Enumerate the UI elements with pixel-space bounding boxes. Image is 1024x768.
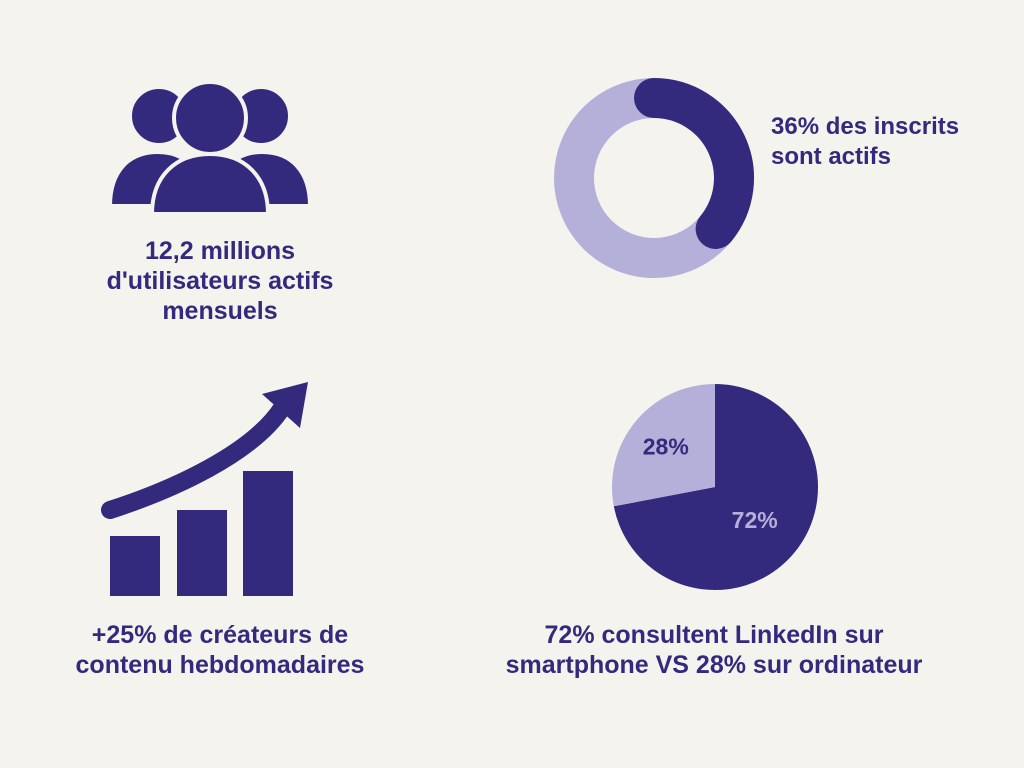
donut-caption-line: sont actifs xyxy=(771,143,892,170)
device-stat-line: smartphone VS 28% sur ordinateur xyxy=(505,651,923,679)
users-group-icon xyxy=(107,80,313,216)
growth-bar-chart-icon xyxy=(101,382,308,596)
growth-bar xyxy=(177,510,227,596)
active-users-caption: 36% des inscrits sont actifs xyxy=(771,112,1011,172)
growth-bar xyxy=(243,471,293,596)
pie-slice-label: 28% xyxy=(643,433,689,459)
users-stat-line: d'utilisateurs actifs xyxy=(106,267,334,295)
users-stat-line: mensuels xyxy=(162,297,278,325)
creators-stat-caption: +25% de créateurs de contenu hebdomadair… xyxy=(40,620,400,680)
users-stat-line: 12,2 millions xyxy=(144,237,296,265)
creators-stat-line: +25% de créateurs de xyxy=(91,621,349,649)
pie-slice xyxy=(612,384,715,507)
donut-caption-line: 36% des inscrits xyxy=(771,113,960,140)
pie-slice-label: 72% xyxy=(732,507,778,533)
donut-slice-actifs xyxy=(634,78,754,249)
device-stat-caption: 72% consultent LinkedIn sur smartphone V… xyxy=(464,620,964,680)
device-usage-pie-chart: 72% 28% xyxy=(612,384,818,590)
pie-slice xyxy=(613,384,818,590)
creators-stat-line: contenu hebdomadaires xyxy=(75,651,365,679)
active-users-donut-chart xyxy=(554,78,754,278)
users-stat-caption: 12,2 millions d'utilisateurs actifs mens… xyxy=(60,236,380,326)
growth-bar xyxy=(110,536,160,596)
device-stat-line: 72% consultent LinkedIn sur xyxy=(544,621,884,649)
